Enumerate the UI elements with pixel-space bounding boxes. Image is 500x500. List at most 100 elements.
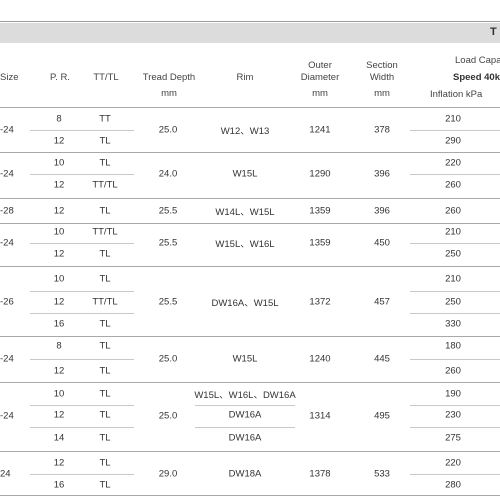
cell-outer-diameter: 1372	[309, 296, 331, 307]
cell-pr: 10	[53, 388, 65, 400]
row-divider-pr	[30, 291, 134, 292]
cell-inflation: 260	[445, 205, 461, 217]
group-divider	[0, 223, 500, 224]
row-divider-inflation	[410, 427, 500, 428]
row-divider-rim	[195, 427, 295, 428]
cell-tttl: TL	[99, 409, 111, 421]
cell-inflation: 180	[445, 340, 461, 352]
cell-inflation: 220	[445, 157, 461, 169]
cell-tttl: TT/TL	[92, 226, 118, 238]
row-divider-pr	[30, 130, 134, 131]
cell-inflation: 250	[445, 296, 461, 308]
cell-inflation: 220	[445, 457, 461, 469]
cell-tread-depth: 25.0	[158, 124, 178, 136]
header-section-width-1: Section	[366, 60, 398, 71]
group-divider	[0, 382, 500, 383]
row-divider-rim	[195, 405, 295, 406]
cell-outer-diameter: 1378	[309, 468, 331, 480]
cell-rim: DW18A	[228, 468, 262, 480]
header-outer-diameter-2: Diameter	[300, 72, 340, 83]
header-tread-depth-unit: mm	[161, 88, 177, 99]
cell-tttl: TT	[99, 113, 111, 125]
cell-tttl: TT/TL	[92, 179, 118, 191]
cell-rim: W12、W13	[220, 126, 270, 137]
group-divider	[0, 198, 500, 199]
row-divider-pr	[30, 427, 134, 428]
cell-section-width: 457	[374, 296, 390, 307]
cell-tttl: TL	[99, 388, 111, 400]
cell-tttl: TL	[99, 457, 111, 469]
cell-pr: 10	[53, 157, 65, 169]
header-outer-diameter-unit: mm	[312, 88, 328, 99]
row-divider-pr	[30, 313, 134, 314]
cell-outer-diameter: 1290	[309, 168, 331, 180]
cell-size: -24	[0, 124, 14, 136]
cell-pr: 16	[53, 318, 65, 330]
cell-outer-diameter: 1240	[309, 353, 331, 364]
cell-tread-depth: 25.5	[158, 296, 178, 307]
cell-outer-diameter: 1314	[309, 410, 331, 422]
cell-rim: DW16A、W15L	[211, 297, 279, 309]
cell-tttl: TL	[99, 479, 111, 491]
cell-pr: 8	[56, 113, 62, 125]
cell-section-width: 450	[374, 237, 390, 249]
cell-tttl: TL	[99, 157, 111, 169]
cell-rim: W15L、W16L、DW16A	[194, 390, 296, 401]
group-divider	[0, 266, 500, 267]
group-divider	[0, 495, 500, 496]
cell-pr: 12	[53, 296, 65, 308]
cell-tttl: TT/TL	[92, 296, 118, 308]
cell-section-width: 533	[374, 468, 390, 480]
cell-pr: 12	[53, 135, 65, 147]
cell-inflation: 275	[445, 432, 461, 444]
cell-tread-depth: 25.0	[158, 410, 178, 422]
header-divider	[0, 107, 500, 108]
cell-rim: DW16A	[228, 409, 262, 421]
header-load-capacity: Load Capac	[455, 55, 500, 66]
cell-tread-depth: 25.5	[158, 237, 178, 249]
cell-pr: 12	[53, 205, 65, 217]
cell-pr: 12	[53, 365, 65, 377]
cell-size: -24	[0, 353, 14, 364]
cell-tttl: TL	[99, 205, 111, 217]
cell-inflation: 210	[445, 226, 461, 238]
top-rule	[0, 21, 500, 22]
row-divider-inflation	[410, 359, 500, 360]
group-divider	[0, 451, 500, 452]
cell-tttl: TL	[99, 432, 111, 444]
cell-rim: W15L	[232, 353, 258, 364]
cell-size: 24	[0, 468, 11, 480]
cell-section-width: 396	[374, 205, 390, 217]
group-divider	[0, 336, 500, 337]
cell-section-width: 495	[374, 410, 390, 422]
header-section-width-2: Width	[369, 72, 395, 83]
cell-size: -24	[0, 237, 14, 249]
cell-inflation: 230	[445, 409, 461, 421]
cell-inflation: 330	[445, 318, 461, 330]
header-speed: Speed 40k	[453, 72, 500, 83]
header-pr: P. R.	[50, 72, 70, 83]
cell-outer-diameter: 1359	[309, 237, 331, 249]
row-divider-inflation	[410, 405, 500, 406]
cell-tread-depth: 24.0	[158, 168, 178, 180]
cell-section-width: 378	[374, 124, 390, 136]
cell-outer-diameter: 1359	[309, 205, 331, 217]
cell-outer-diameter: 1241	[309, 124, 331, 136]
row-divider-inflation	[410, 313, 500, 314]
cell-pr: 10	[53, 273, 65, 285]
cell-pr: 14	[53, 432, 65, 444]
cell-rim: DW16A	[228, 432, 262, 444]
header-outer-diameter-1: Outer	[308, 60, 332, 71]
cell-size: -24	[0, 168, 14, 180]
cell-inflation: 260	[445, 365, 461, 377]
cell-tread-depth: 29.0	[158, 468, 178, 480]
cell-pr: 8	[56, 340, 62, 352]
cell-pr: 12	[53, 179, 65, 191]
cell-inflation: 260	[445, 179, 461, 191]
cell-tttl: TL	[99, 318, 111, 330]
cell-tttl: TL	[99, 365, 111, 377]
group-divider	[0, 152, 500, 153]
row-divider-pr	[30, 243, 134, 244]
table-banner: T	[0, 23, 500, 43]
cell-tttl: TL	[99, 135, 111, 147]
